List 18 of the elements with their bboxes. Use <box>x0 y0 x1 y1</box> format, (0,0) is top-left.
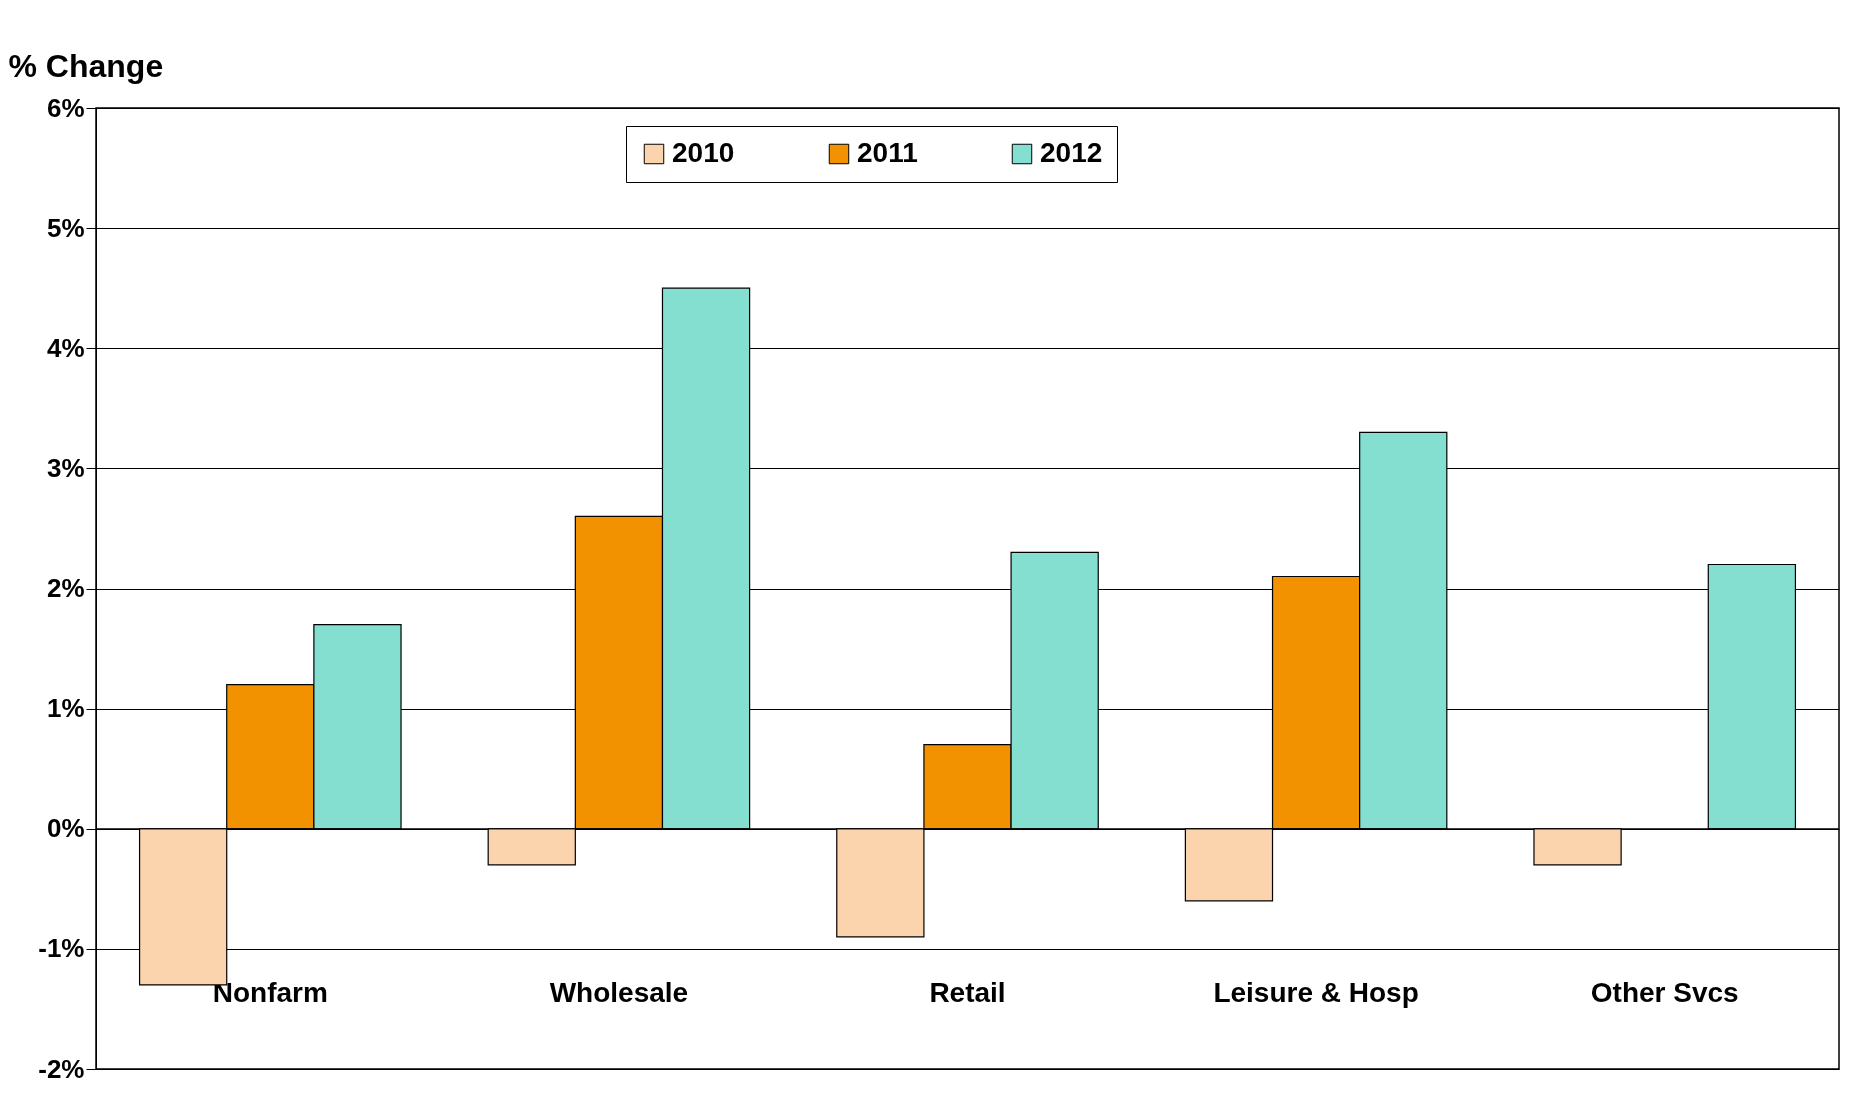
y-tick-label: 1% <box>46 693 85 724</box>
y-tick-label: 6% <box>46 92 85 123</box>
y-tick-label: -2% <box>38 1053 85 1084</box>
x-tick-label: Leisure & Hosp <box>1213 976 1419 1008</box>
x-tick-label: Wholesale <box>549 976 689 1008</box>
x-tick-label: Other Svcs <box>1590 976 1739 1008</box>
y-tick-label: -1% <box>38 933 85 964</box>
y-axis-title: % Change <box>8 47 164 84</box>
x-tick-label: Nonfarm <box>212 976 328 1008</box>
legend-label: 2010 <box>672 137 735 168</box>
y-tick-label: 4% <box>46 332 85 363</box>
y-tick-label: 5% <box>46 212 85 243</box>
y-tick-label: 3% <box>46 452 85 483</box>
x-tick-label: Retail <box>929 976 1006 1008</box>
legend-label: 2012 <box>1040 137 1103 168</box>
legend-label: 2011 <box>857 137 918 168</box>
y-tick-label: 0% <box>46 813 85 844</box>
y-tick-label: 2% <box>46 573 85 603</box>
